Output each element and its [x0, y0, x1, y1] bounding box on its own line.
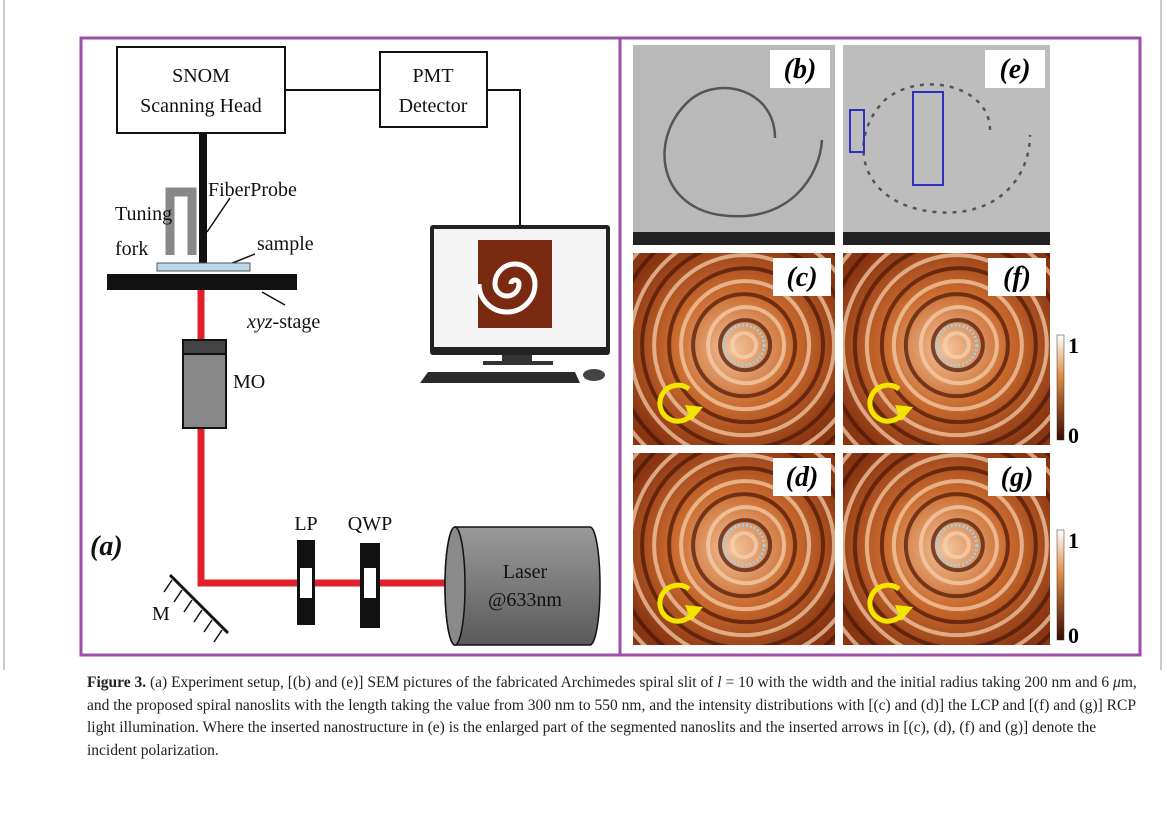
colorbar [1057, 530, 1064, 640]
label: Detector [399, 95, 468, 117]
label: @633nm [488, 589, 562, 611]
mirror-hatch [164, 580, 222, 642]
laser-end [445, 527, 465, 645]
figure: SNOM Scanning Head PMT Detector FiberPro… [0, 0, 1167, 670]
label: Tuning [115, 203, 172, 225]
colorbar-max: 1 [1068, 333, 1079, 358]
mouse [583, 369, 605, 381]
sample [157, 263, 250, 271]
label: MO [233, 371, 265, 393]
sem-bar [843, 232, 1050, 245]
setup: SNOM Scanning Head PMT Detector FiberPro… [90, 47, 610, 645]
wire [487, 90, 520, 232]
label: fork [115, 238, 148, 260]
label: Scanning Head [140, 95, 262, 117]
panel-label: (f) [1003, 262, 1031, 293]
label: xyz-stage [246, 311, 320, 333]
label: M [152, 603, 170, 625]
stand-base [483, 361, 553, 365]
stage [107, 274, 297, 290]
label: FiberProbe [208, 179, 297, 201]
fiber-probe [199, 133, 207, 263]
panel-label: (e) [999, 54, 1030, 85]
caption-text: = 10 with the width and the initial radi… [722, 674, 1113, 691]
laser [445, 527, 600, 645]
pointer [262, 292, 285, 305]
panel-label: (c) [786, 262, 817, 293]
page: SNOM Scanning Head PMT Detector FiberPro… [0, 0, 1167, 814]
sem-e: (e) [843, 45, 1050, 245]
label: xyz [246, 311, 273, 333]
label: -stage [273, 311, 321, 333]
panel-label: (b) [784, 54, 817, 85]
laser-beam [201, 290, 455, 583]
panel-label: (a) [90, 531, 123, 562]
label: SNOM [172, 65, 230, 87]
tuning-fork [170, 192, 192, 255]
label: PMT [412, 65, 453, 87]
caption: Figure 3. (a) Experiment setup, [(b) and… [87, 672, 1149, 762]
label: LP [294, 513, 317, 535]
pointer [207, 198, 230, 232]
caption-text: (a) Experiment setup, [(b) and (e)] SEM … [146, 674, 717, 691]
waveplate-window [364, 568, 376, 598]
panel-label: (d) [786, 462, 819, 493]
objective [183, 352, 226, 428]
label: sample [257, 233, 314, 255]
sem-bar [633, 232, 835, 245]
colorbar-max: 1 [1068, 528, 1079, 553]
snom-box [117, 47, 285, 133]
label: Laser [503, 561, 548, 583]
objective-top [183, 340, 226, 354]
polarizer-window [300, 568, 312, 598]
keyboard [420, 372, 580, 383]
colorbar-min: 0 [1068, 423, 1079, 448]
sem-b: (b) [633, 45, 835, 245]
intensity-panels: (c) (f) (d) (g) [603, 203, 1100, 670]
caption-text: μ [1113, 674, 1121, 691]
colorbar [1057, 335, 1064, 440]
caption-label: Figure 3. [87, 674, 146, 691]
screen-image [478, 240, 552, 328]
colorbar-min: 0 [1068, 623, 1079, 648]
label: QWP [348, 513, 392, 535]
panel-label: (g) [1001, 462, 1034, 493]
